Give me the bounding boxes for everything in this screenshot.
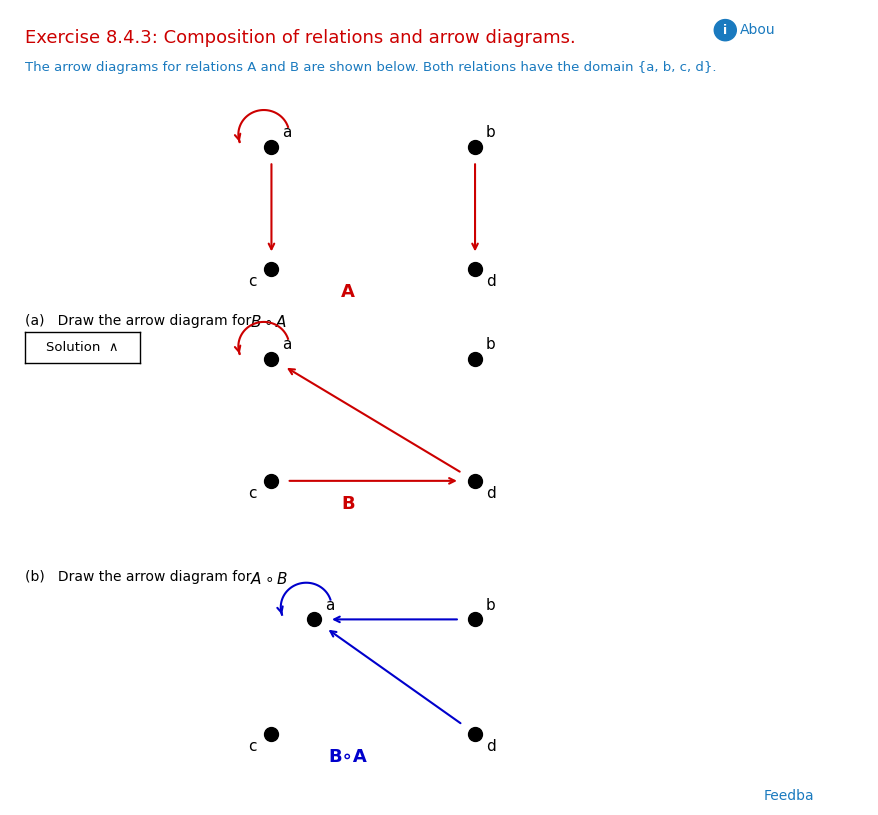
Text: a: a [325,598,334,613]
Text: A: A [341,284,355,302]
Text: b: b [486,337,495,352]
Text: (a)   Draw the arrow diagram for: (a) Draw the arrow diagram for [25,314,255,328]
Text: i: i [723,24,726,37]
Text: c: c [248,487,255,501]
Text: Abou: Abou [739,23,774,37]
Text: $A \circ B$: $A \circ B$ [250,570,288,587]
Text: $B \circ A$: $B \circ A$ [250,314,287,330]
Text: d: d [486,487,495,501]
Text: B∘A: B∘A [328,748,367,766]
Text: Feedba: Feedba [763,789,813,803]
Text: b: b [486,126,495,140]
Text: B: B [341,496,354,513]
Text: (b)   Draw the arrow diagram for: (b) Draw the arrow diagram for [25,570,256,584]
Text: c: c [248,739,255,754]
Text: d: d [486,739,495,754]
Text: c: c [248,275,255,289]
Text: d: d [486,275,495,289]
Text: The arrow diagrams for relations A and B are shown below. Both relations have th: The arrow diagrams for relations A and B… [25,61,716,74]
Text: a: a [282,337,291,352]
Circle shape [714,20,736,41]
Text: a: a [282,126,291,140]
Text: Exercise 8.4.3: Composition of relations and arrow diagrams.: Exercise 8.4.3: Composition of relations… [25,29,576,46]
Text: b: b [486,598,495,613]
